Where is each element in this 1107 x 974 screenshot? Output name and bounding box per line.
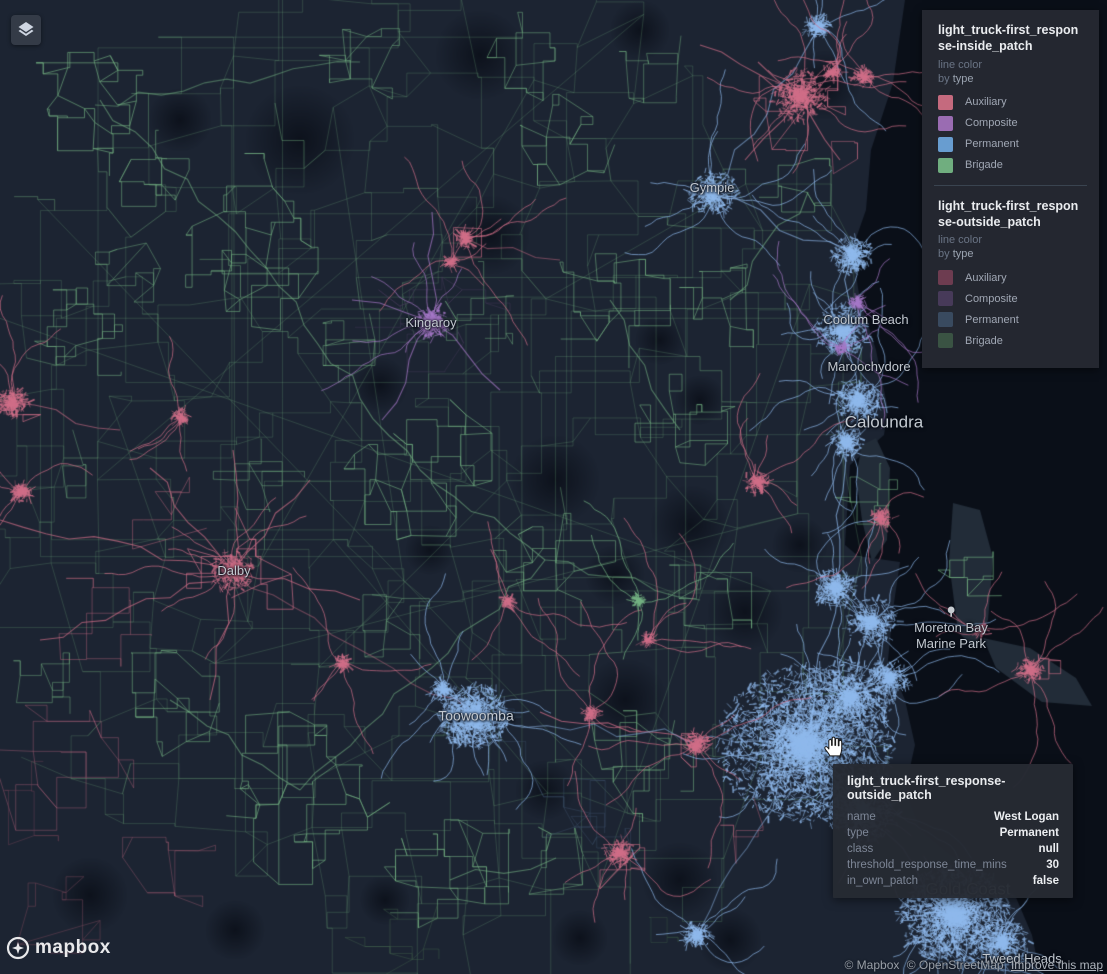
legend-by-field: by type [938, 73, 1083, 85]
legend-entry: Auxiliary [938, 270, 1083, 285]
feature-hover-tooltip: light_truck-first_response-outside_patch… [833, 764, 1073, 898]
legend-entry-label: Composite [965, 292, 1018, 305]
legend-section-outside-patch: light_truck-first_response-outside_patch… [938, 198, 1083, 348]
legend-entry-label: Permanent [965, 138, 1019, 150]
tooltip-field-value: West Logan [994, 811, 1059, 823]
legend-entry: Permanent [938, 136, 1083, 152]
legend-entry: Composite [938, 115, 1083, 131]
tooltip-row: name West Logan [847, 811, 1059, 823]
legend-color-swatch [938, 291, 953, 306]
legend-section-inside-patch: light_truck-first_response-inside_patch … [938, 22, 1083, 173]
layers-button[interactable] [11, 15, 41, 45]
legend-entry: Auxiliary [938, 94, 1083, 110]
tooltip-field-value: Permanent [999, 827, 1059, 839]
layers-icon [18, 22, 34, 36]
legend-color-swatch [938, 94, 953, 110]
tooltip-field-value: null [1038, 843, 1059, 855]
legend-field-name: type [952, 72, 974, 85]
legend-color-swatch [938, 157, 953, 173]
attribution-improve-link[interactable]: Improve this map [1010, 958, 1103, 972]
legend-entry-label: Brigade [965, 334, 1003, 347]
tooltip-layer-title: light_truck-first_response-outside_patch [847, 774, 1006, 802]
legend-by-prefix: by [938, 248, 950, 260]
legend-entry-label: Auxiliary [965, 96, 1007, 108]
tooltip-row: class null [847, 843, 1059, 855]
legend-entry: Permanent [938, 312, 1083, 327]
attribution-osm-link[interactable]: © OpenStreetMap [906, 958, 1004, 972]
tooltip-rows: name West Logan type Permanent class null thre… [847, 811, 1059, 887]
legend-color-swatch [938, 136, 953, 152]
legend-layer-title: light_truck-first_response-inside_patch [938, 23, 1079, 54]
legend-entries: Auxiliary Composite Permanent Brigade [938, 270, 1083, 348]
tooltip-field-name: name [847, 811, 876, 823]
tooltip-row: threshold_response_time_mins 30 [847, 859, 1059, 871]
legend-entry-label: Brigade [965, 159, 1003, 171]
legend-entries: Auxiliary Composite Permanent Brigade [938, 94, 1083, 173]
mapbox-logo-icon [6, 936, 30, 960]
tooltip-row: type Permanent [847, 827, 1059, 839]
tooltip-field-name: class [847, 843, 874, 855]
mapbox-logo[interactable]: mapbox [6, 936, 111, 960]
tooltip-row: in_own_patch false [847, 875, 1059, 887]
layer-legend-panel: light_truck-first_response-inside_patch … [922, 10, 1099, 368]
legend-entry: Brigade [938, 333, 1083, 348]
legend-divider [934, 184, 1087, 186]
legend-channel-label: line color [938, 58, 983, 71]
legend-channel-label: line color [938, 234, 983, 246]
legend-color-swatch [938, 312, 953, 327]
attribution-mapbox-link[interactable]: © Mapbox [844, 958, 900, 972]
tooltip-field-name: in_own_patch [847, 875, 918, 887]
legend-layer-title: light_truck-first_response-outside_patch [938, 198, 1079, 229]
legend-by-field: by type [938, 248, 1083, 260]
legend-field-name: type [952, 248, 974, 260]
tooltip-field-value: false [1032, 875, 1059, 887]
legend-entry: Brigade [938, 157, 1083, 173]
legend-color-swatch [938, 115, 953, 131]
legend-color-swatch [938, 270, 953, 285]
legend-by-prefix: by [938, 72, 950, 85]
legend-entry-label: Composite [965, 117, 1018, 129]
legend-color-swatch [938, 333, 953, 348]
tooltip-field-value: 30 [1046, 859, 1059, 871]
legend-entry: Composite [938, 291, 1083, 306]
tooltip-field-name: threshold_response_time_mins [847, 859, 1007, 871]
legend-entry-label: Permanent [965, 313, 1019, 326]
map-attribution: © Mapbox © OpenStreetMap Improve this ma… [841, 958, 1104, 972]
tooltip-field-name: type [847, 827, 869, 839]
legend-entry-label: Auxiliary [965, 271, 1007, 284]
mapbox-logo-text: mapbox [35, 937, 111, 958]
